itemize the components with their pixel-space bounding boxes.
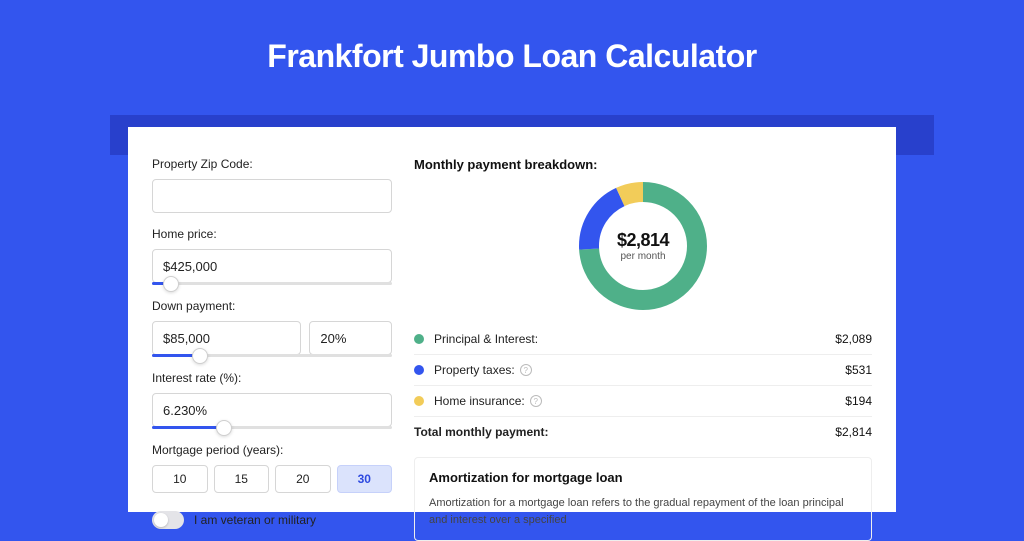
interest-rate-group: Interest rate (%): — [152, 371, 392, 429]
breakdown-total-value: $2,814 — [835, 425, 872, 439]
breakdown-color-dot — [414, 365, 424, 375]
home-price-input[interactable] — [152, 249, 392, 283]
breakdown-total-row: Total monthly payment: $2,814 — [414, 416, 872, 447]
breakdown-row: Property taxes:?$531 — [414, 354, 872, 385]
mortgage-period-options: 10152030 — [152, 465, 392, 493]
interest-rate-slider-thumb[interactable] — [216, 420, 232, 436]
breakdown-color-dot — [414, 334, 424, 344]
mortgage-period-option-15[interactable]: 15 — [214, 465, 270, 493]
page-title: Frankfort Jumbo Loan Calculator — [0, 38, 1024, 75]
breakdown-item-label: Property taxes:? — [434, 363, 845, 377]
mortgage-period-option-20[interactable]: 20 — [275, 465, 331, 493]
interest-rate-label: Interest rate (%): — [152, 371, 392, 385]
breakdown-row: Home insurance:?$194 — [414, 385, 872, 416]
help-icon[interactable]: ? — [530, 395, 542, 407]
breakdown-rows: Principal & Interest:$2,089Property taxe… — [414, 324, 872, 416]
interest-rate-input[interactable] — [152, 393, 392, 427]
breakdown-item-label: Home insurance:? — [434, 394, 845, 408]
home-price-group: Home price: — [152, 227, 392, 285]
payment-donut-chart: $2,814 per month — [579, 182, 707, 310]
breakdown-item-value: $531 — [845, 363, 872, 377]
zip-input[interactable] — [152, 179, 392, 213]
breakdown-item-value: $2,089 — [835, 332, 872, 346]
breakdown-color-dot — [414, 396, 424, 406]
amortization-box: Amortization for mortgage loan Amortizat… — [414, 457, 872, 541]
form-column: Property Zip Code: Home price: Down paym… — [152, 157, 392, 512]
down-payment-slider-thumb[interactable] — [192, 348, 208, 364]
veteran-toggle-knob — [154, 513, 168, 527]
zip-label: Property Zip Code: — [152, 157, 392, 171]
breakdown-title: Monthly payment breakdown: — [414, 157, 872, 172]
home-price-slider-thumb[interactable] — [163, 276, 179, 292]
down-payment-group: Down payment: — [152, 299, 392, 357]
down-payment-percent-input[interactable] — [309, 321, 392, 355]
interest-rate-slider[interactable] — [152, 426, 392, 429]
breakdown-row: Principal & Interest:$2,089 — [414, 324, 872, 354]
zip-field-group: Property Zip Code: — [152, 157, 392, 213]
interest-rate-slider-fill — [152, 426, 224, 429]
home-price-slider[interactable] — [152, 282, 392, 285]
veteran-toggle[interactable] — [152, 511, 184, 529]
breakdown-item-label: Principal & Interest: — [434, 332, 835, 346]
down-payment-slider[interactable] — [152, 354, 392, 357]
help-icon[interactable]: ? — [520, 364, 532, 376]
down-payment-amount-input[interactable] — [152, 321, 301, 355]
mortgage-period-option-10[interactable]: 10 — [152, 465, 208, 493]
donut-total-amount: $2,814 — [617, 230, 669, 251]
down-payment-label: Down payment: — [152, 299, 392, 313]
home-price-label: Home price: — [152, 227, 392, 241]
mortgage-period-label: Mortgage period (years): — [152, 443, 392, 457]
veteran-toggle-label: I am veteran or military — [194, 513, 316, 527]
breakdown-item-value: $194 — [845, 394, 872, 408]
veteran-toggle-row: I am veteran or military — [152, 511, 392, 529]
breakdown-total-label: Total monthly payment: — [414, 425, 835, 439]
amortization-title: Amortization for mortgage loan — [429, 470, 857, 485]
mortgage-period-group: Mortgage period (years): 10152030 — [152, 443, 392, 493]
donut-per-month-label: per month — [620, 251, 665, 262]
breakdown-column: Monthly payment breakdown: $2,814 per mo… — [414, 157, 872, 512]
donut-wrapper: $2,814 per month — [414, 182, 872, 310]
mortgage-period-option-30[interactable]: 30 — [337, 465, 393, 493]
calculator-panel: Property Zip Code: Home price: Down paym… — [128, 127, 896, 512]
